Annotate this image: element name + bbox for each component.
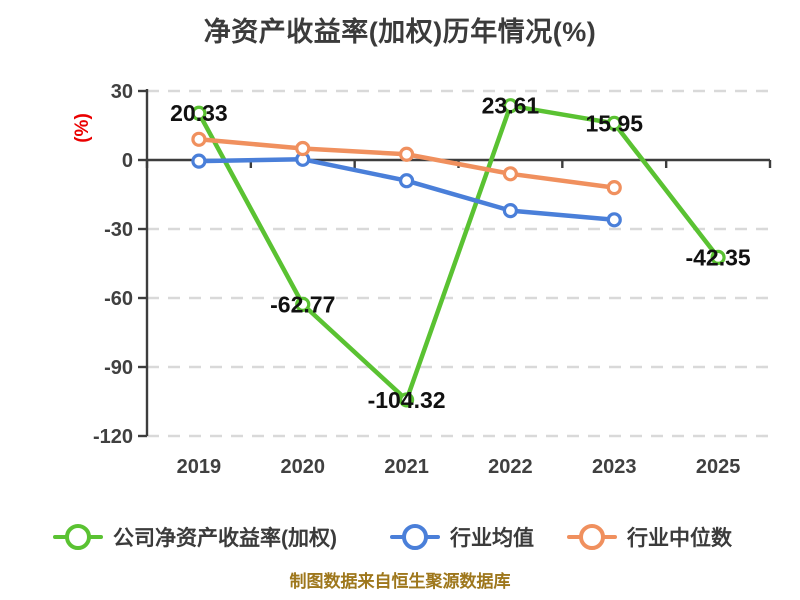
svg-text:30: 30	[111, 81, 133, 103]
data-point	[606, 212, 622, 228]
data-point	[502, 166, 519, 182]
svg-text:2022: 2022	[488, 456, 533, 478]
series-line-1	[196, 157, 617, 223]
legend-marker-industry-median-icon	[567, 523, 617, 551]
data-point	[191, 105, 207, 121]
svg-text:2021: 2021	[384, 456, 429, 478]
legend-marker-industry-mean-icon	[390, 523, 440, 551]
svg-text:-90: -90	[104, 357, 133, 379]
svg-text:(%): (%)	[72, 113, 93, 143]
series-line-0	[196, 103, 721, 403]
data-point-label: -104.32	[368, 387, 446, 413]
svg-text:2025: 2025	[696, 456, 741, 478]
data-point	[502, 98, 519, 114]
chart-title: 净资产收益率(加权)历年情况(%)	[203, 17, 597, 47]
svg-text:2023: 2023	[592, 456, 637, 478]
legend-item-company: 公司净资产收益率(加权)	[53, 522, 337, 552]
svg-text:-120: -120	[93, 426, 133, 448]
legend-item-industry-mean: 行业均值	[390, 522, 534, 552]
data-point-label: 20.33	[170, 100, 228, 126]
data-point	[606, 115, 622, 131]
data-point-label: -62.77	[270, 291, 335, 317]
legend-marker-company-icon	[53, 523, 103, 551]
data-point	[398, 392, 415, 408]
data-point	[295, 140, 311, 157]
legend-label-industry-median: 行业中位数	[627, 527, 732, 550]
svg-text:-30: -30	[104, 219, 133, 241]
data-point	[191, 131, 207, 147]
svg-text:2020: 2020	[281, 456, 326, 478]
svg-text:0: 0	[122, 150, 133, 172]
data-point	[191, 153, 207, 169]
roe-line-chart: 30 0 -30 -60 -90 -120 2019 2020 2021 2022 2023 2025…	[72, 81, 772, 478]
data-point-label: -42.35	[685, 244, 750, 270]
legend-item-industry-median: 行业中位数	[567, 522, 732, 552]
source-caption: 制图数据来自恒生聚源数据库	[289, 572, 511, 591]
data-point	[398, 173, 415, 189]
legend-label-industry-mean: 行业均值	[450, 527, 534, 550]
data-point	[398, 146, 415, 162]
data-point-label: 23.61	[482, 93, 540, 119]
data-point-label: 15.95	[585, 110, 643, 136]
data-point	[502, 203, 519, 219]
data-point	[710, 249, 726, 266]
data-point	[606, 180, 622, 196]
svg-text:-60: -60	[104, 288, 133, 310]
data-point	[295, 296, 311, 312]
legend-label-company: 公司净资产收益率(加权)	[113, 527, 337, 550]
svg-text:2019: 2019	[177, 456, 222, 478]
